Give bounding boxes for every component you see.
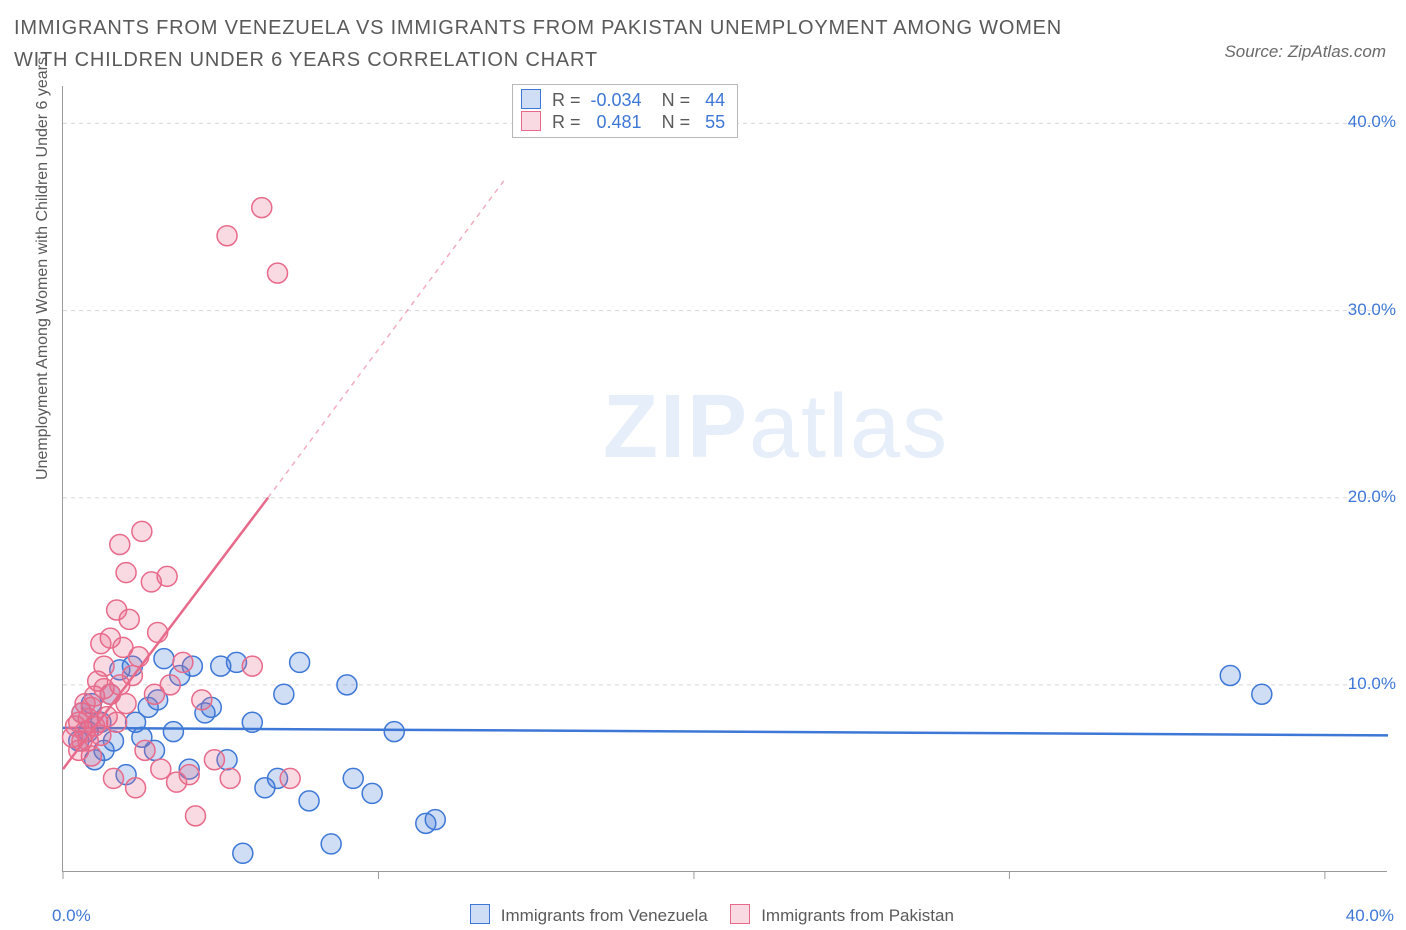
scatter-svg [63,86,1387,871]
legend-swatch-venezuela [470,904,490,924]
r-value-venezuela: -0.034 [586,90,642,111]
r-value-pakistan: 0.481 [586,112,642,133]
chart-title: IMMIGRANTS FROM VENEZUELA VS IMMIGRANTS … [14,12,1074,76]
n-value-pakistan: 55 [695,112,725,133]
n-label: N = [662,90,691,110]
stats-swatch-pakistan [521,111,541,131]
legend-label-pakistan: Immigrants from Pakistan [761,906,954,925]
y-tick-30: 30.0% [1348,300,1396,320]
legend-label-venezuela: Immigrants from Venezuela [501,906,708,925]
y-tick-20: 20.0% [1348,487,1396,507]
n-value-venezuela: 44 [695,90,725,111]
y-tick-40: 40.0% [1348,112,1396,132]
n-label: N = [662,112,691,132]
stats-swatch-venezuela [521,89,541,109]
r-label: R = [552,112,581,132]
stats-row-venezuela: R = -0.034 N = 44 [521,89,725,111]
stats-row-pakistan: R = 0.481 N = 55 [521,111,725,133]
source-label: Source: ZipAtlas.com [1224,42,1386,62]
correlation-stats-box: R = -0.034 N = 44 R = 0.481 N = 55 [512,84,738,138]
r-label: R = [552,90,581,110]
chart-plot-area: ZIPatlas [62,86,1387,872]
legend-bottom: Immigrants from Venezuela Immigrants fro… [0,904,1406,926]
y-tick-10: 10.0% [1348,674,1396,694]
y-axis-label: Unemployment Among Women with Children U… [34,57,52,480]
legend-swatch-pakistan [730,904,750,924]
